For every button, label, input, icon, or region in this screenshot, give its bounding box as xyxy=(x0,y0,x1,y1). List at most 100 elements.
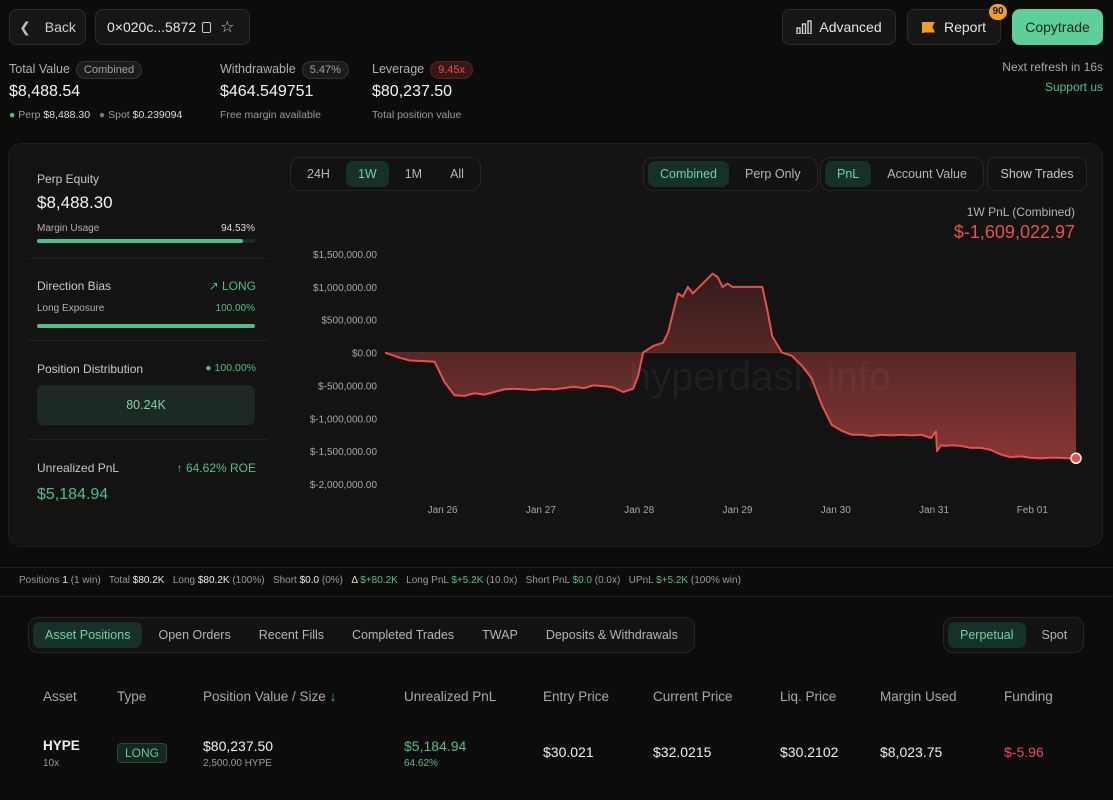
col-entry-price: Entry Price xyxy=(543,689,610,704)
col-funding: Funding xyxy=(1004,689,1053,704)
star-icon[interactable]: ☆ xyxy=(220,19,235,36)
report-badge: 90 xyxy=(989,4,1007,20)
tab-completed-trades[interactable]: Completed Trades xyxy=(352,628,455,642)
range-tab-all[interactable]: All xyxy=(450,167,464,181)
pnl-line xyxy=(384,272,1077,460)
sort-arrow-icon: ↓ xyxy=(329,689,337,704)
copy-icon[interactable] xyxy=(202,21,212,33)
withdrawable-sub: Free margin available xyxy=(220,109,321,121)
type-badge: LONG xyxy=(117,743,168,763)
margin-usage: Margin Usage 94.53% xyxy=(37,223,255,234)
perp-equity-label: Perp Equity xyxy=(37,172,100,186)
col-liq-price: Liq. Price xyxy=(780,689,837,704)
y-tick-label: $-1,500,000.00 xyxy=(310,447,378,458)
margin-usage-bar xyxy=(37,239,255,243)
row-unrealized-pnl-pct: 64.62% xyxy=(404,758,438,769)
overview-card xyxy=(8,143,1103,547)
market-tab-spot[interactable]: Spot xyxy=(1041,628,1068,642)
pnl-chart: hyperdash.info$1,500,000.00$1,000,000.00… xyxy=(310,250,1082,516)
positions-stats: Positions 1 (1 win) Total $80.2K Long $8… xyxy=(19,575,741,586)
chart-pnl-value: $-1,609,022.97 xyxy=(953,222,1075,242)
x-tick-label: Feb 01 xyxy=(1017,505,1049,516)
asset-leverage: 10x xyxy=(43,758,60,769)
range-tab-1m[interactable]: 1M xyxy=(404,167,423,181)
market-tab-perpetual[interactable]: Perpetual xyxy=(948,622,1026,648)
liq-price: $30.2102 xyxy=(780,744,839,760)
range-tab-24h[interactable]: 24H xyxy=(307,167,330,181)
total-value: $8,488.54 xyxy=(9,83,81,100)
x-tick-label: Jan 28 xyxy=(624,505,654,516)
col-current-price: Current Price xyxy=(653,689,733,704)
margin-used: $8,023.75 xyxy=(880,744,943,760)
perp-equity-value: $8,488.30 xyxy=(37,193,113,212)
refresh-timer: Next refresh in 16s xyxy=(1002,60,1103,74)
metric-tab-pnl[interactable]: PnL xyxy=(825,161,872,187)
col-asset: Asset xyxy=(43,689,77,704)
mode-tab-perp-only[interactable]: Perp Only xyxy=(744,167,801,181)
report-button[interactable]: Report xyxy=(907,9,1001,45)
chart-title: 1W PnL (Combined) xyxy=(966,205,1075,219)
tab-open-orders[interactable]: Open Orders xyxy=(158,628,231,642)
leverage-sub: Total position value xyxy=(372,109,462,121)
row-unrealized-pnl: $5,184.94 xyxy=(404,738,467,754)
unrealized-pnl-label: Unrealized PnL xyxy=(37,461,120,475)
position-value: $80,237.50 xyxy=(203,738,274,754)
bar-chart-icon xyxy=(796,20,813,34)
long-exposure: Long Exposure 100.00% xyxy=(37,303,255,314)
support-link[interactable]: Support us xyxy=(1044,80,1103,94)
range-selector: 24H 1W 1M All xyxy=(290,157,481,191)
pnl-endpoint xyxy=(1070,452,1082,465)
position-distribution-pct: ● 100.00% xyxy=(205,362,256,374)
withdrawable-label: Withdrawable 5.47% xyxy=(220,61,349,79)
asset-name: HYPE xyxy=(43,738,80,753)
x-tick-label: Jan 31 xyxy=(919,505,949,516)
position-distribution-label: Position Distribution xyxy=(37,362,144,376)
combined-tag: Combined xyxy=(75,61,143,79)
long-exposure-bar xyxy=(37,324,255,328)
roe-value: ↑ 64.62% ROE xyxy=(176,461,256,475)
back-button[interactable]: ❮ Back xyxy=(9,9,86,45)
position-size: 2,500.00 HYPE xyxy=(203,758,272,769)
metric-tab-account-value[interactable]: Account Value xyxy=(887,167,967,181)
position-distribution-block[interactable]: 80.24K xyxy=(37,385,255,425)
copytrade-button[interactable]: Copytrade xyxy=(1012,9,1103,45)
col-position-value[interactable]: Position Value / Size ↓ xyxy=(203,689,337,704)
leverage-value: $80,237.50 xyxy=(372,83,453,100)
entry-price: $30.021 xyxy=(543,744,594,760)
tab-twap[interactable]: TWAP xyxy=(482,628,518,642)
tab-recent-fills[interactable]: Recent Fills xyxy=(258,628,325,642)
unrealized-pnl-value: $5,184.94 xyxy=(37,486,109,503)
direction-bias-label: Direction Bias xyxy=(37,279,112,293)
advanced-button[interactable]: Advanced xyxy=(782,9,896,45)
col-unrealized-pnl: Unrealized PnL xyxy=(404,689,497,704)
trend-up-icon: ↗ xyxy=(208,279,219,293)
x-tick-label: Jan 27 xyxy=(526,505,556,516)
positions-tabs: Asset Positions Open Orders Recent Fills Co… xyxy=(28,617,695,653)
x-tick-label: Jan 30 xyxy=(821,505,851,516)
show-trades-button[interactable]: Show Trades xyxy=(987,157,1087,191)
address-chip[interactable]: 0×020c...5872 ☆ xyxy=(95,9,250,45)
tab-deposits-withdrawals[interactable]: Deposits & Withdrawals xyxy=(545,628,678,642)
col-type: Type xyxy=(117,689,147,704)
y-tick-label: $500,000.00 xyxy=(321,316,377,327)
pnl-area xyxy=(385,273,1077,459)
tab-asset-positions[interactable]: Asset Positions xyxy=(33,622,143,648)
y-tick-label: $1,000,000.00 xyxy=(313,283,377,294)
funding-value: $-5.96 xyxy=(1004,744,1044,760)
y-tick-label: $1,500,000.00 xyxy=(313,250,377,261)
mode-tab-combined[interactable]: Combined xyxy=(648,161,729,187)
y-tick-label: $-2,000,000.00 xyxy=(310,480,378,491)
withdrawable-value: $464.549751 xyxy=(220,83,314,100)
x-tick-label: Jan 29 xyxy=(722,505,752,516)
total-value-label: Total Value Combined xyxy=(9,61,143,79)
x-tick-label: Jan 26 xyxy=(428,505,458,516)
current-price: $32.0215 xyxy=(653,744,712,760)
market-tabs: Perpetual Spot xyxy=(943,617,1085,653)
chevron-left-icon: ❮ xyxy=(19,18,31,35)
mode-selector: Combined Perp Only xyxy=(643,157,818,191)
col-margin-used: Margin Used xyxy=(880,689,957,704)
range-tab-1w[interactable]: 1W xyxy=(345,161,389,187)
metric-selector: PnL Account Value xyxy=(820,157,984,191)
direction-bias-value: ↗ LONG xyxy=(208,279,256,293)
perp-spot-breakdown: ● Perp $8,488.30 ● Spot $0.239094 xyxy=(9,109,183,121)
